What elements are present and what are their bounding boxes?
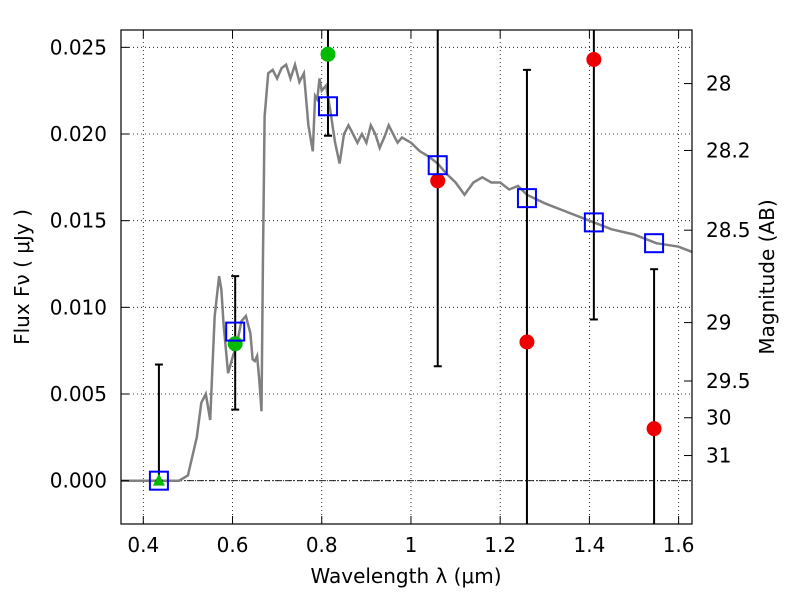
y-tick-label: 0.000 (50, 469, 107, 493)
x-tick-label: 0.8 (306, 533, 338, 557)
observed-detection-point (320, 46, 336, 62)
model-photometry-box (317, 96, 338, 117)
x-tick-label: 0.6 (217, 533, 249, 557)
magnitude-axis-ticks: 28 28.2 28.5 29 29.5 30 31 (684, 72, 751, 468)
observed-point-triangle (152, 473, 165, 486)
x-tick-label: 1.2 (484, 533, 516, 557)
observed-nondetection-point (586, 51, 602, 67)
y-tick-label: 0.025 (50, 35, 107, 59)
x-tick-label: 1.6 (663, 533, 695, 557)
y-tick-label: 0.015 (50, 209, 107, 233)
y-tick-label: 0.020 (50, 122, 107, 146)
observed-nondetection-point (519, 334, 535, 350)
magnitude-tick-label: 29 (706, 311, 731, 335)
observed-detection-point (227, 336, 243, 352)
x-axis-ticks: 0.4 0.6 0.8 1 1.2 1.4 1.6 (127, 30, 695, 557)
plot-frame (120, 29, 693, 525)
y-tick-label: 0.005 (50, 382, 107, 406)
model-sed-line (121, 60, 692, 482)
x-tick-label: 0.4 (127, 533, 159, 557)
y-axis-label: Flux Fν ( μJy ) (10, 209, 34, 345)
y-tick-label: 0.010 (50, 295, 107, 319)
magnitude-tick-label: 28.5 (706, 218, 751, 242)
magnitude-tick-label: 28 (706, 72, 731, 96)
magnitude-tick-label: 28.2 (706, 138, 751, 162)
observed-nondetection-point (646, 421, 662, 437)
magnitude-tick-label: 30 (706, 406, 731, 430)
model-photometry-box (225, 321, 246, 342)
model-photometry-box (583, 212, 604, 233)
magnitude-tick-label: 29.5 (706, 369, 751, 393)
magnitude-tick-label: 31 (706, 444, 731, 468)
model-photometry-boxes (148, 96, 665, 491)
model-photometry-box (644, 233, 665, 254)
observed-nondetection-point (430, 173, 446, 189)
x-tick-label: 1.4 (573, 533, 605, 557)
model-photometry-box (516, 188, 537, 209)
x-tick-label: 1 (405, 533, 418, 557)
plot-area (121, 30, 692, 524)
magnitude-axis-label: Magnitude (AB) (755, 199, 779, 354)
y-axis-ticks: 0.000 0.005 0.010 0.015 0.020 0.025 (50, 35, 129, 493)
error-bars (154, 30, 659, 524)
model-photometry-box (427, 155, 448, 176)
x-axis-label: Wavelength λ (μm) (310, 564, 501, 588)
observed-points (152, 46, 662, 486)
model-photometry-box (148, 470, 169, 491)
